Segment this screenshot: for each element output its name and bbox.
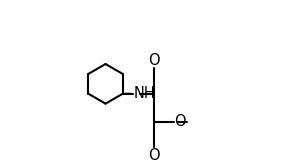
Text: O: O (175, 114, 186, 129)
Text: O: O (148, 148, 160, 163)
Text: NH: NH (134, 86, 155, 101)
Text: O: O (148, 52, 160, 68)
